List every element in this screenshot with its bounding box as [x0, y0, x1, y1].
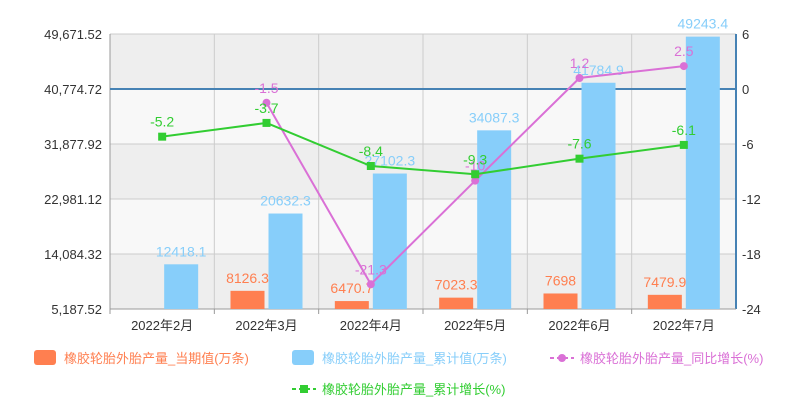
series-line	[162, 121, 684, 176]
y-left-tick-label: 40,774.72	[44, 82, 102, 97]
y-right-tick-label: -18	[742, 247, 761, 262]
x-tick-label: 2022年7月	[653, 318, 715, 333]
legend-swatch-marker	[558, 354, 566, 362]
legend-label: 橡胶轮胎外胎产量_累计增长(%)	[322, 382, 505, 397]
bar	[334, 301, 369, 309]
data-label: -8.4	[359, 143, 383, 159]
data-label: 7479.9	[643, 274, 686, 290]
point-marker	[679, 62, 688, 71]
data-label: -5.2	[150, 114, 174, 130]
legend-label: 橡胶轮胎外胎产量_当期值(万条)	[64, 351, 249, 366]
bar	[439, 297, 474, 309]
point-marker	[262, 98, 271, 107]
data-label: 7023.3	[435, 277, 478, 293]
y-right-tick-label: 6	[742, 27, 749, 42]
bar	[268, 213, 303, 309]
data-label: -21.3	[355, 261, 387, 277]
point-marker	[575, 74, 584, 82]
data-label: 1.2	[570, 55, 590, 71]
data-label: 8126.3	[226, 270, 269, 286]
y-right-tick-label: 0	[742, 82, 749, 97]
data-label: -3.7	[254, 100, 278, 116]
point-marker	[366, 162, 375, 170]
y-right-tick-label: -6	[742, 137, 754, 152]
point-marker	[158, 132, 167, 141]
x-tick-label: 2022年2月	[131, 318, 193, 333]
data-label: -9.3	[463, 151, 487, 167]
data-label: -6.1	[672, 122, 696, 138]
bar	[647, 294, 682, 309]
legend-swatch	[34, 350, 56, 365]
point-marker	[262, 118, 271, 127]
x-tick-label: 2022年5月	[444, 318, 506, 333]
point-marker	[471, 176, 480, 185]
y-right-tick-label: -24	[742, 302, 761, 317]
point-marker	[575, 154, 584, 163]
bar	[477, 130, 512, 309]
point-marker	[679, 140, 688, 149]
data-label: 27102.3	[365, 153, 416, 169]
bar	[372, 173, 407, 309]
bar	[685, 36, 720, 309]
x-tick-label: 2022年6月	[548, 318, 610, 333]
point-marker	[471, 170, 480, 179]
data-label: -10	[465, 158, 485, 174]
data-label: 34087.3	[469, 109, 520, 125]
point-marker	[366, 280, 375, 289]
legend-label: 橡胶轮胎外胎产量_同比增长(%)	[580, 351, 763, 366]
data-label: -7.6	[567, 136, 591, 152]
x-tick-label: 2022年4月	[340, 318, 402, 333]
data-label: 20632.3	[260, 193, 311, 209]
data-label: 2.5	[674, 43, 694, 59]
legend-label: 橡胶轮胎外胎产量_累计值(万条)	[322, 351, 507, 366]
bar	[164, 264, 199, 309]
legend-swatch-marker	[300, 385, 308, 393]
data-label: 7698	[545, 272, 576, 288]
legend-swatch	[292, 350, 314, 365]
data-label: -1.5	[254, 80, 278, 96]
data-label: 6470.7	[330, 280, 373, 296]
bar	[543, 293, 578, 309]
data-label: 49243.4	[678, 16, 729, 32]
y-left-tick-label: 22,981.12	[44, 192, 102, 207]
bar	[230, 290, 265, 309]
bar	[581, 82, 616, 309]
y-left-tick-label: 5,187.52	[51, 302, 102, 317]
y-left-tick-label: 31,877.92	[44, 137, 102, 152]
x-tick-label: 2022年3月	[235, 318, 297, 333]
y-right-tick-label: -12	[742, 192, 761, 207]
y-left-tick-label: 49,671.52	[44, 27, 102, 42]
y-left-tick-label: 14,084.32	[44, 247, 102, 262]
data-label: 12418.1	[156, 243, 207, 259]
